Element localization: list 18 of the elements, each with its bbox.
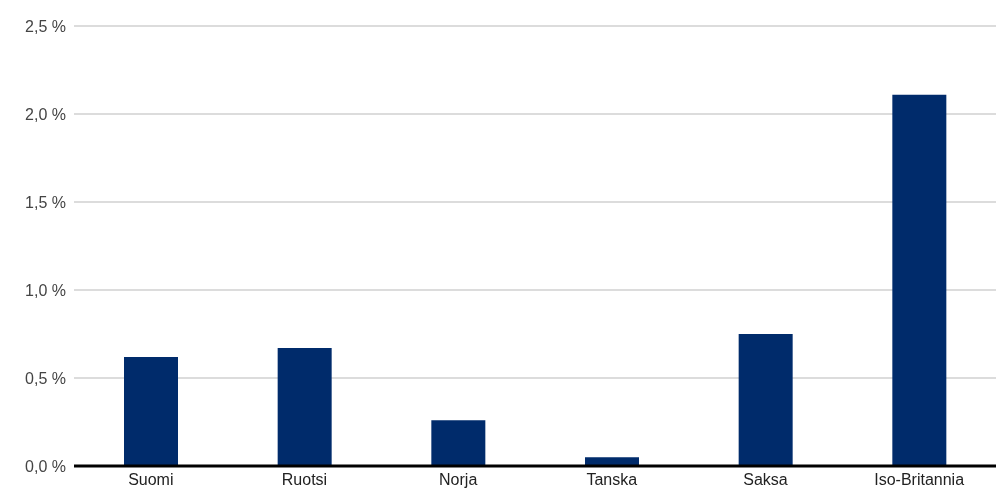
y-tick-label: 2,5 % xyxy=(25,17,66,35)
y-tick-label: 0,0 % xyxy=(25,457,66,475)
x-tick-label: Saksa xyxy=(743,471,788,489)
x-tick-label: Iso-Britannia xyxy=(874,471,965,489)
x-tick-label: Norja xyxy=(439,471,478,489)
x-tick-label: Tanska xyxy=(586,471,638,489)
bar xyxy=(738,334,793,466)
y-tick-label: 2,0 % xyxy=(25,105,66,123)
y-tick-label: 1,0 % xyxy=(25,281,66,299)
bar xyxy=(124,356,178,466)
bar xyxy=(585,457,639,466)
bar xyxy=(892,94,947,466)
x-tick-label: Ruotsi xyxy=(281,471,328,489)
y-tick-label: 1,5 % xyxy=(25,193,66,211)
bar xyxy=(431,420,486,466)
y-tick-label: 0,5 % xyxy=(25,369,66,387)
bar xyxy=(277,348,332,466)
x-tick-label: Suomi xyxy=(128,471,174,489)
